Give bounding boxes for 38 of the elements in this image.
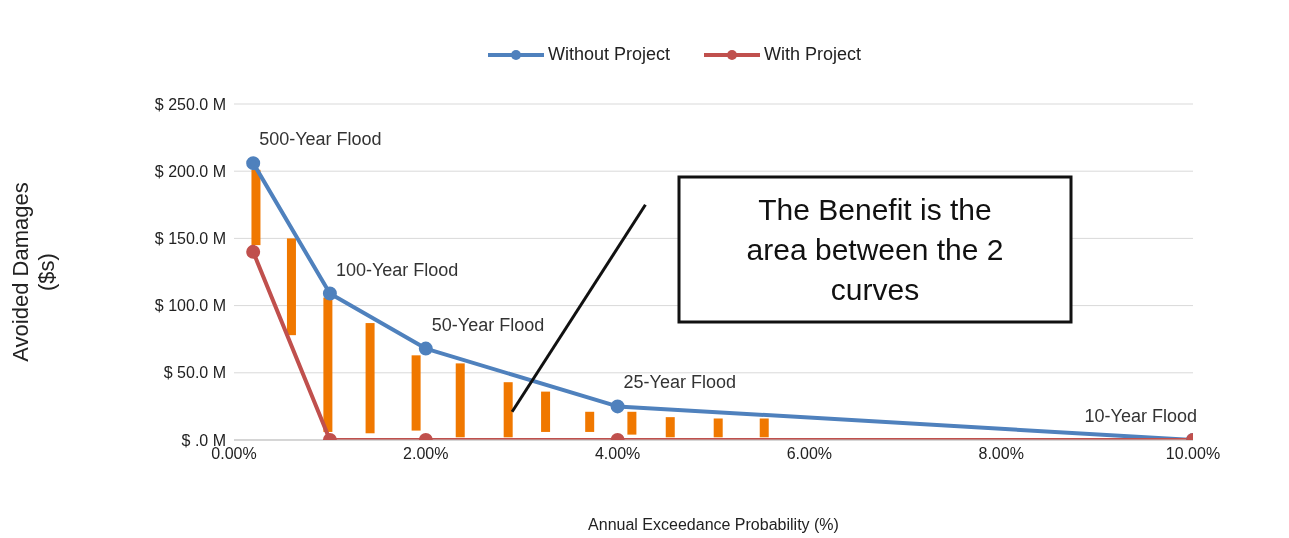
x-tick-label: 2.00% [403,445,449,463]
bar [455,363,465,438]
bar [585,411,595,432]
bar [286,238,296,336]
point [246,244,261,259]
bar [759,418,769,438]
y-tick-label: $ 150.0 M [154,230,226,248]
point [246,156,261,171]
y-tick-label: $ 50.0 M [163,364,226,382]
x-tick-label: 10.00% [1165,445,1221,463]
annotation: The Benefit is the area between the 2 curves [745,191,1005,308]
bar [411,355,421,431]
annotation: 25-Year Flood [623,372,737,393]
x-tick-label: 4.00% [594,445,641,463]
annotation: 10-Year Flood [1084,406,1197,426]
point [322,286,337,301]
bar [665,417,675,438]
bar [251,169,261,246]
y-tick-label: $ 200.0 M [154,162,226,180]
annotation: 50-Year Flood [431,314,545,335]
y-tick-label: $ 250.0 M [154,95,226,113]
y-tick-label: $ 100.0 M [154,297,226,315]
x-tick-label: 8.00% [978,445,1024,463]
bar [323,297,333,432]
x-tick-label: 0.00% [211,445,257,463]
annotation: 100-Year Flood [335,259,459,280]
x-axis-title: Annual Exceedance Probability (%) [588,516,839,533]
legend-label: With Project [764,44,862,65]
bar [503,382,513,438]
bar [541,391,551,432]
annotation: 500-Year Flood [259,129,382,150]
y-axis-title: Avoided Damages ($s) [8,181,60,364]
bar [713,418,723,438]
point [418,341,433,356]
bar [365,323,375,434]
legend-label: Without Project [547,44,670,65]
x-tick-label: 6.00% [786,445,833,463]
bar [627,411,637,435]
